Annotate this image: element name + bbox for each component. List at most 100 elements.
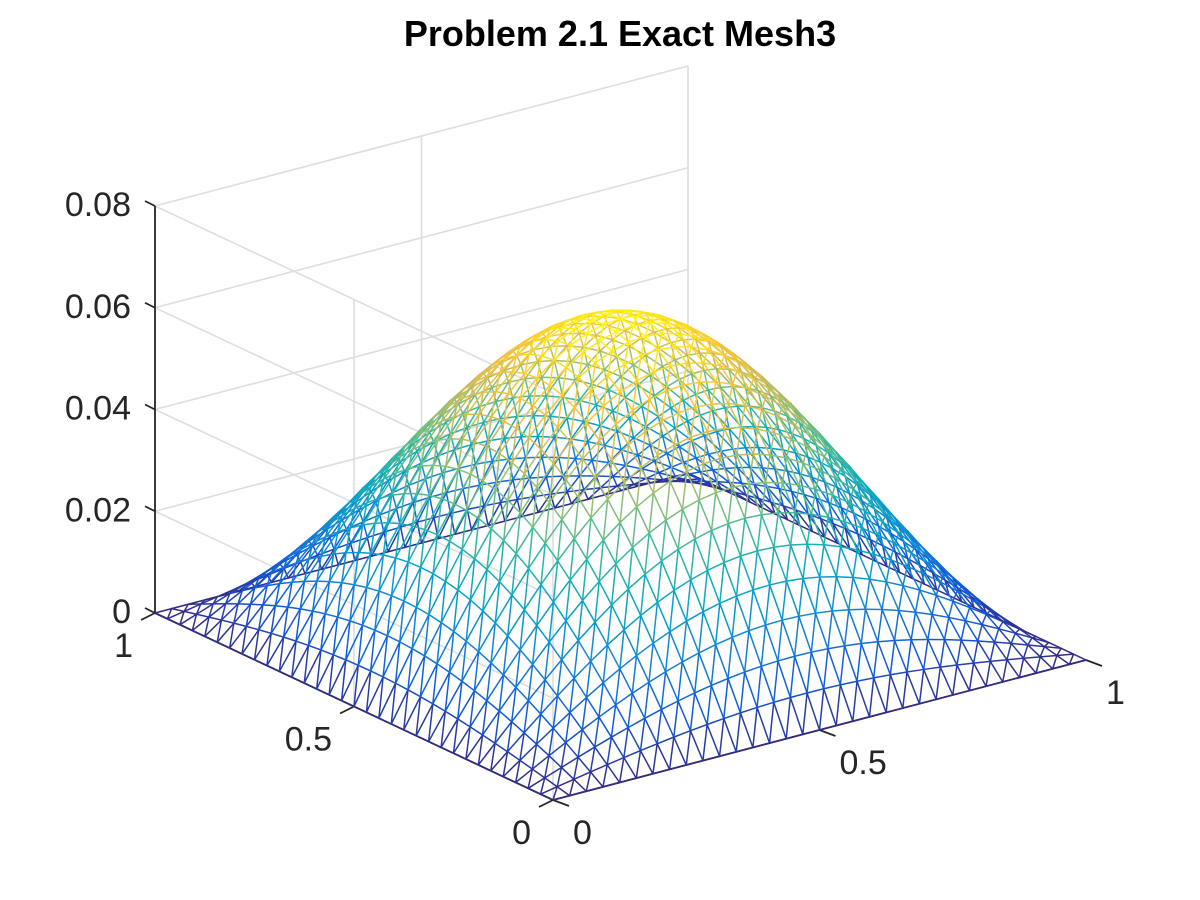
mesh-edge: [544, 659, 563, 681]
mesh-edge: [719, 561, 725, 605]
mesh-edge: [939, 666, 954, 696]
mesh-edge: [619, 654, 638, 670]
mesh-edge: [935, 694, 954, 701]
mesh-edge: [502, 648, 521, 676]
mesh-edge: [736, 405, 743, 428]
mesh-edge: [361, 586, 368, 626]
mesh-edge: [212, 592, 231, 605]
mesh-edge: [440, 465, 447, 500]
mesh-edge: [773, 544, 792, 548]
mesh-edge: [1043, 641, 1050, 648]
mesh-edge: [919, 564, 938, 591]
mesh-edge: [515, 526, 534, 555]
mesh-edge: [474, 463, 481, 486]
mesh-edge: [636, 354, 642, 382]
mesh-edge: [689, 579, 704, 613]
mesh-edge: [390, 682, 397, 725]
mesh-edge: [777, 660, 792, 699]
mesh-edge: [910, 552, 929, 565]
mesh-edge: [486, 371, 501, 377]
mesh-edge: [745, 494, 764, 509]
mesh-edge: [665, 480, 671, 521]
mesh-edge: [993, 641, 1008, 661]
mesh-edge: [665, 365, 671, 392]
mesh-edge: [711, 410, 718, 433]
mesh-edge: [819, 517, 826, 539]
mesh-edge: [557, 426, 572, 443]
mesh-edge: [511, 567, 530, 596]
mesh-edge: [693, 652, 700, 694]
mesh-edge: [677, 412, 692, 438]
mesh-edge: [469, 441, 476, 475]
mesh-edge: [748, 378, 755, 390]
mesh-edge: [407, 647, 413, 691]
mesh-edge: [349, 502, 368, 529]
mesh-edge: [598, 339, 613, 352]
mesh-edge: [661, 322, 667, 335]
mesh-edge: [624, 329, 643, 339]
mesh-edge: [154, 612, 169, 620]
mesh-edge: [694, 381, 701, 408]
mesh-edge: [731, 595, 738, 639]
mesh-edge: [411, 494, 430, 527]
mesh-edge: [627, 430, 646, 446]
mesh-edge: [578, 351, 584, 379]
mesh-edge: [669, 346, 676, 367]
mesh-edge: [627, 444, 642, 469]
mesh-edge: [777, 482, 784, 514]
mesh-edge: [840, 467, 859, 483]
mesh-edge: [312, 536, 327, 544]
mesh-edge: [714, 602, 721, 646]
mesh-edge: [644, 312, 651, 322]
mesh-edge: [341, 519, 348, 531]
mesh-edge: [686, 346, 692, 364]
mesh-edge: [657, 346, 676, 351]
mesh-edge: [939, 581, 958, 592]
mesh-edge: [839, 645, 846, 686]
mesh-edge: [623, 614, 642, 631]
mesh-edge: [353, 552, 372, 586]
mesh-edge: [691, 439, 697, 459]
mesh-edge: [661, 390, 667, 422]
mesh-edge: [956, 639, 962, 666]
mesh-edge: [752, 378, 771, 391]
mesh-edge: [810, 431, 817, 438]
mesh-edge: [640, 430, 646, 469]
mesh-edge: [191, 629, 206, 638]
mesh-edge: [486, 420, 505, 448]
mesh-edge: [827, 516, 846, 523]
mesh-edge: [370, 480, 389, 493]
mesh-edge: [266, 636, 285, 667]
mesh-edge: [673, 412, 680, 446]
mesh-edge: [661, 420, 675, 446]
mesh-edge: [627, 341, 642, 357]
mesh-edge: [419, 528, 426, 569]
mesh-edge: [774, 513, 789, 521]
mesh-edge: [674, 354, 689, 361]
z-tick-label: 0.08: [65, 186, 131, 224]
mesh-edge: [444, 438, 451, 468]
mesh-edge: [794, 484, 800, 514]
mesh-edge: [477, 742, 496, 766]
mesh-edge: [361, 497, 381, 526]
mesh-edge: [486, 527, 492, 571]
mesh-edge: [652, 601, 659, 644]
mesh-edge: [914, 611, 929, 641]
mesh-edge: [643, 708, 663, 720]
mesh-edge: [611, 331, 618, 352]
mesh-edge: [603, 313, 609, 326]
mesh-edge: [685, 610, 704, 622]
mesh-edge: [312, 529, 327, 547]
mesh-edge: [839, 545, 858, 551]
mesh-edge: [997, 620, 1004, 630]
mesh-edge: [502, 635, 509, 676]
mesh-edge: [599, 424, 618, 432]
mesh-edge: [569, 328, 576, 347]
mesh-edge: [532, 338, 547, 342]
mesh-edge: [407, 561, 422, 569]
mesh-edge: [868, 553, 875, 580]
mesh-edge: [718, 717, 725, 757]
mesh-edge: [698, 643, 717, 654]
mesh-edge: [532, 395, 547, 417]
